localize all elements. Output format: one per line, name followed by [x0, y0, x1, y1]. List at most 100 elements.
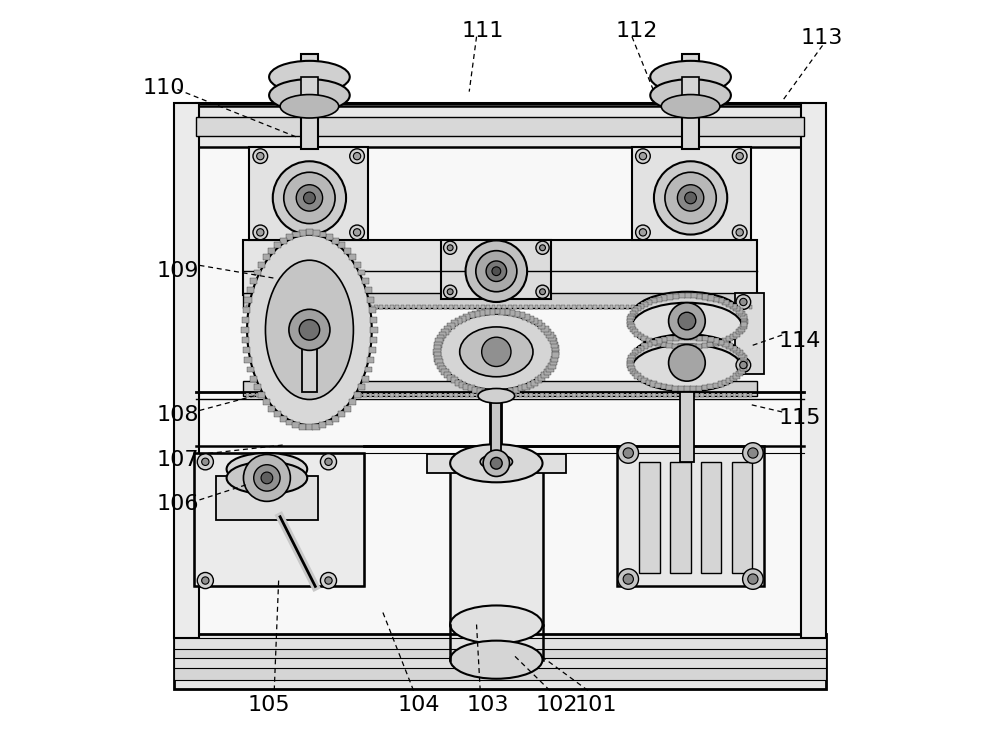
Bar — [449, 305, 453, 309]
Bar — [636, 393, 640, 397]
Bar — [344, 248, 351, 254]
Bar — [638, 376, 644, 381]
Bar — [632, 147, 751, 240]
Bar — [319, 422, 326, 428]
Bar — [477, 388, 485, 394]
Bar — [434, 353, 441, 358]
Circle shape — [202, 458, 209, 465]
Ellipse shape — [227, 453, 307, 485]
Bar — [337, 305, 340, 309]
Bar — [243, 306, 250, 312]
Bar — [498, 389, 505, 395]
Bar — [631, 305, 635, 309]
Text: 114: 114 — [779, 331, 821, 351]
Circle shape — [618, 443, 639, 463]
Bar — [258, 262, 265, 268]
Bar — [486, 305, 490, 309]
Bar — [349, 399, 356, 405]
Bar — [726, 377, 733, 383]
Ellipse shape — [632, 303, 742, 350]
Bar — [695, 305, 699, 309]
Bar — [738, 369, 745, 374]
Bar — [666, 336, 673, 342]
Bar — [194, 453, 364, 586]
Bar — [370, 327, 378, 333]
Bar — [652, 393, 656, 397]
Bar — [641, 336, 648, 341]
Bar — [342, 393, 346, 397]
Bar — [315, 393, 319, 397]
Bar — [292, 422, 300, 428]
Bar — [529, 305, 533, 309]
Bar — [338, 411, 345, 417]
Bar — [531, 318, 538, 324]
Circle shape — [444, 285, 457, 298]
Circle shape — [654, 161, 727, 235]
Bar — [634, 306, 641, 311]
Bar — [604, 393, 608, 397]
Bar — [550, 339, 557, 345]
Bar — [544, 369, 551, 375]
Bar — [459, 382, 466, 388]
Bar — [593, 305, 597, 309]
Bar — [441, 369, 449, 375]
Bar — [638, 303, 644, 309]
Ellipse shape — [450, 444, 543, 482]
Circle shape — [740, 298, 747, 306]
Bar — [449, 393, 453, 397]
Bar — [702, 343, 708, 348]
Bar — [552, 349, 559, 355]
Bar — [481, 393, 485, 397]
Text: 110: 110 — [142, 78, 185, 98]
Bar — [174, 667, 826, 680]
Bar — [722, 342, 729, 347]
Bar — [713, 297, 719, 302]
Bar — [513, 387, 520, 393]
Bar — [736, 309, 743, 314]
Bar — [283, 305, 287, 309]
Text: 108: 108 — [157, 405, 199, 425]
Bar — [455, 318, 462, 324]
Bar — [246, 393, 249, 397]
Bar — [615, 305, 619, 309]
Bar — [326, 305, 330, 309]
Bar — [353, 393, 356, 397]
Bar — [477, 310, 485, 316]
Bar — [718, 298, 724, 303]
Bar — [538, 375, 545, 380]
Bar — [286, 419, 293, 425]
Circle shape — [353, 152, 361, 160]
Bar — [527, 316, 534, 322]
Bar — [630, 327, 636, 332]
Bar — [556, 393, 560, 397]
Bar — [702, 295, 708, 300]
Bar — [674, 305, 677, 309]
Bar — [267, 393, 271, 397]
Bar — [672, 386, 679, 391]
Bar — [347, 393, 351, 397]
Bar — [641, 377, 648, 383]
Bar — [535, 305, 538, 309]
Circle shape — [486, 261, 507, 281]
Bar — [358, 393, 362, 397]
Bar — [174, 647, 826, 658]
Ellipse shape — [450, 605, 543, 644]
Bar — [620, 305, 624, 309]
Bar — [465, 393, 469, 397]
Bar — [370, 317, 377, 323]
Bar — [444, 393, 447, 397]
Bar — [690, 305, 693, 309]
Circle shape — [447, 245, 453, 251]
Bar — [427, 454, 566, 473]
Bar — [702, 385, 708, 390]
Bar — [243, 347, 250, 353]
Bar — [246, 305, 249, 309]
Bar — [513, 305, 517, 309]
Bar — [251, 393, 255, 397]
Circle shape — [623, 574, 633, 584]
Bar — [503, 309, 510, 315]
Bar — [620, 393, 624, 397]
Bar — [497, 305, 501, 309]
Ellipse shape — [661, 95, 720, 118]
Text: 101: 101 — [575, 695, 617, 715]
